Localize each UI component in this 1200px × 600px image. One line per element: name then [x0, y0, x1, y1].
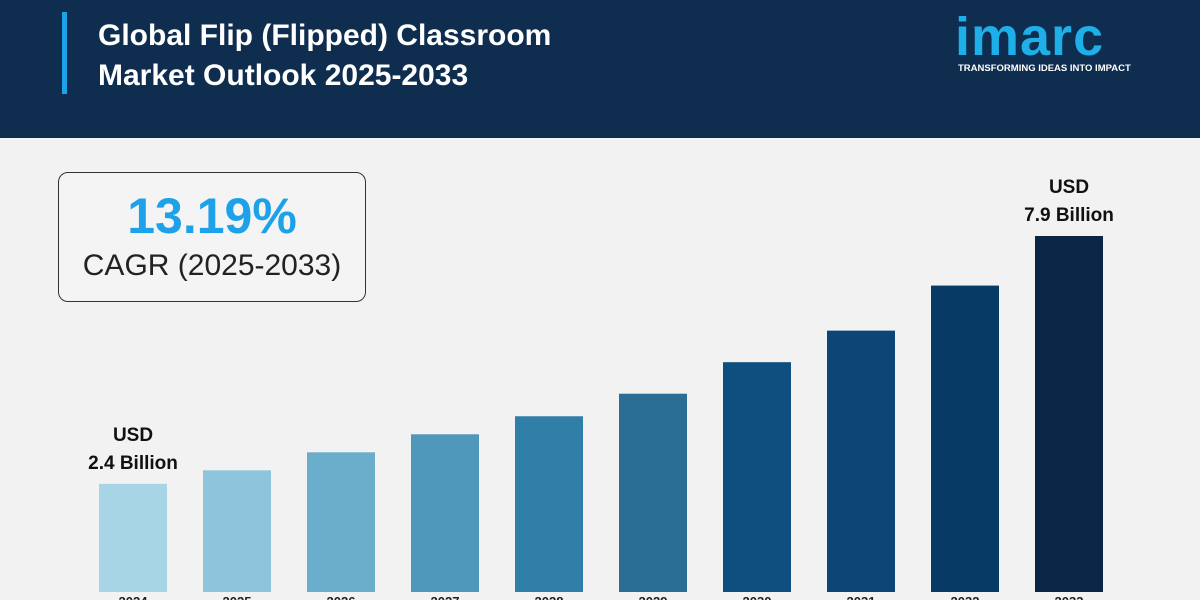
cagr-label: CAGR (2025-2033): [82, 249, 342, 282]
x-tick-label: 2027: [431, 594, 460, 600]
x-tick-label: 2032: [951, 594, 980, 600]
header: Global Flip (Flipped) Classroom Market O…: [0, 0, 1200, 138]
brand-tagline: TRANSFORMING IDEAS INTO IMPACT: [958, 63, 1131, 74]
bar: [1035, 236, 1103, 592]
bar: [203, 470, 271, 592]
bar: [931, 285, 999, 592]
accent-bar: [62, 12, 67, 94]
bar: [99, 483, 167, 592]
chart-title: Global Flip (Flipped) Classroom Market O…: [98, 19, 552, 92]
value-label: USD 7.9 Billion: [1024, 177, 1114, 226]
x-tick-label: 2029: [639, 594, 668, 600]
brand-logo: imarc: [955, 7, 1105, 67]
bar: [619, 393, 687, 592]
x-tick-label: 2028: [535, 594, 564, 600]
x-tick-label: 2033: [1055, 594, 1084, 600]
x-tick-label: 2026: [327, 594, 356, 600]
bar: [411, 434, 479, 592]
x-tick-label: 2031: [847, 594, 876, 600]
x-tick-label: 2024: [119, 594, 149, 600]
value-label: USD 2.4 Billion: [88, 424, 178, 474]
bar: [723, 362, 791, 592]
bar: [515, 416, 583, 592]
bar: [827, 330, 895, 592]
cagr-box: 13.19% CAGR (2025-2033): [58, 172, 366, 302]
bar: [307, 452, 375, 592]
cagr-value: 13.19%: [127, 188, 297, 244]
x-tick-label: 2025: [223, 594, 252, 600]
x-tick-label: 2030: [743, 594, 772, 600]
